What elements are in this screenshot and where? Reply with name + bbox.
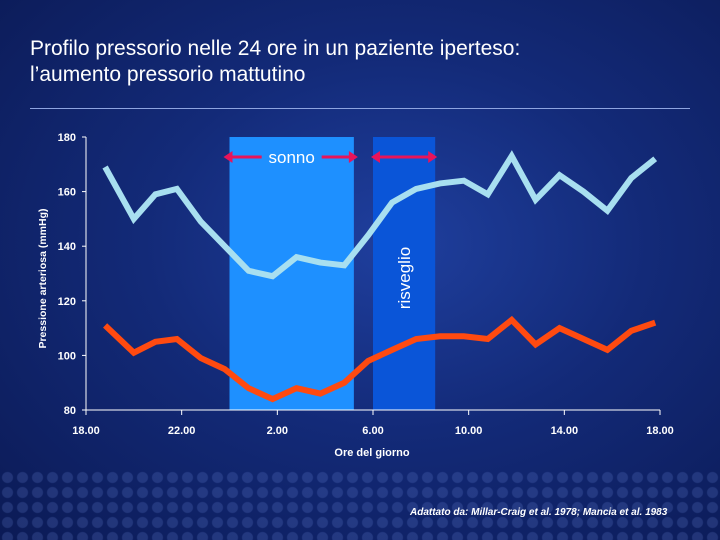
title-divider [30,108,690,109]
x-axis-label: Ore del giorno [334,447,409,459]
decorative-dot-pattern [0,470,720,540]
y-tick-label: 160 [58,187,76,199]
y-axis-label: Pressione arteriosa (mmHg) [37,208,49,348]
x-tick-label: 2.00 [267,425,288,437]
y-tick-label: 80 [64,405,76,417]
arrow-left-icon [371,151,380,163]
y-tick-label: 120 [58,296,76,308]
title-line-1: Profilo pressorio nelle 24 ore in un paz… [30,37,521,60]
x-tick-label: 10.00 [455,425,483,437]
band-label-sonno: sonno [269,148,315,167]
x-tick-label: 14.00 [551,425,579,437]
band-label-risveglio: risveglio [395,247,414,309]
arrow-right-icon [348,151,358,163]
y-tick-label: 140 [58,241,76,253]
y-tick-label: 100 [58,350,76,362]
title-line-2: l’aumento pressorio mattutino [30,63,306,86]
series-line-diastolic [103,315,657,403]
arrow-right-icon [428,151,438,163]
x-tick-label: 22.00 [168,425,196,437]
x-tick-label: 18.00 [72,425,100,437]
band-risveglio [373,137,436,410]
arrow-left-icon [223,151,233,163]
series-line-systolic [102,150,658,280]
source-citation: Adattato da: Millar-Craig et al. 1978; M… [410,507,668,518]
x-tick-label: 6.00 [362,425,383,437]
slide-title: Profilo pressorio nelle 24 ore in un paz… [30,36,700,88]
y-tick-label: 180 [58,132,76,144]
x-tick-label: 18.00 [646,425,674,437]
